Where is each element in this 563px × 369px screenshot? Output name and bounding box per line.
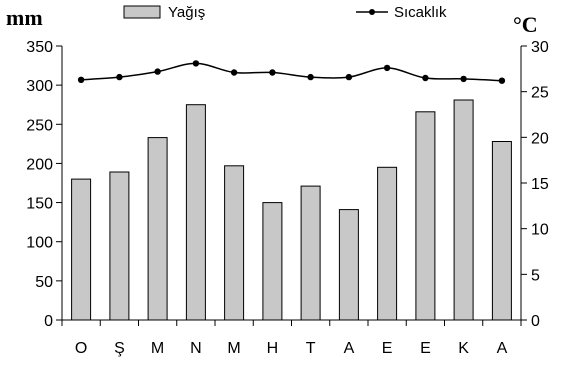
- left-axis-tick-label: 0: [44, 313, 53, 330]
- right-axis-tick-label: 30: [531, 39, 549, 56]
- right-axis-tick-label: 5: [531, 267, 540, 284]
- x-axis-tick-label: M: [227, 340, 240, 357]
- temperature-point: [383, 64, 391, 72]
- x-axis-tick-label: E: [382, 340, 393, 357]
- temperature-point: [154, 68, 161, 75]
- temperature-point: [192, 60, 200, 67]
- left-axis-tick-label: 150: [26, 196, 53, 213]
- precipitation-bar: [262, 202, 283, 321]
- precipitation-bar: [300, 185, 321, 321]
- temperature-point: [77, 76, 85, 84]
- temperature-point: [422, 74, 429, 82]
- x-axis-tick-label: O: [75, 340, 87, 357]
- left-axis-tick-label: 50: [35, 274, 53, 291]
- precipitation-bar: [71, 178, 92, 321]
- right-axis-tick-label: 10: [531, 222, 549, 239]
- temperature-point: [460, 75, 467, 83]
- left-axis-tick-label: 300: [26, 78, 53, 95]
- precipitation-bar: [109, 171, 130, 321]
- legend-swatch-precipitation: [123, 5, 161, 19]
- precipitation-bar: [338, 209, 359, 321]
- legend-label-temperature: Sıcaklık: [394, 4, 447, 21]
- legend: Yağış Sıcaklık: [123, 4, 447, 21]
- x-axis-tick-label: M: [151, 340, 164, 357]
- precipitation-bar: [147, 137, 168, 321]
- axes: [56, 45, 527, 326]
- temperature-point: [345, 73, 353, 81]
- left-axis-tick-label: 100: [26, 235, 53, 252]
- temperature-point: [498, 77, 506, 84]
- x-axis-tick-label: A: [497, 340, 508, 357]
- temperature-point: [230, 69, 238, 76]
- precipitation-bar: [491, 141, 512, 321]
- temperature-point: [116, 73, 123, 81]
- right-axis-tick-label: 15: [531, 176, 549, 193]
- left-axis-tick-label: 350: [26, 39, 53, 56]
- right-axis-unit: °C: [513, 12, 538, 37]
- x-axis-tick-label: A: [344, 340, 355, 357]
- temperature-series: [77, 60, 506, 84]
- precipitation-bars: [71, 99, 512, 321]
- temperature-point: [307, 73, 314, 81]
- x-axis-tick-label: N: [190, 340, 202, 357]
- tick-labels: 0 50 100 150 200 250 300 350 0 5 10 15 20 25 30 O Ş M N M H T…: [26, 39, 549, 357]
- precipitation-bar: [185, 104, 206, 321]
- legend-label-precipitation: Yağış: [168, 4, 205, 21]
- precipitation-bar: [415, 111, 436, 321]
- left-axis-tick-label: 200: [26, 156, 53, 173]
- precipitation-bar: [377, 166, 398, 321]
- right-axis-tick-label: 0: [531, 313, 540, 330]
- x-axis-tick-label: Ş: [114, 340, 125, 357]
- x-axis-tick-label: T: [306, 340, 316, 357]
- precipitation-bar: [453, 99, 474, 321]
- left-axis-unit: mm: [6, 5, 43, 30]
- right-axis-tick-label: 25: [531, 85, 549, 102]
- left-axis-tick-label: 250: [26, 117, 53, 134]
- legend-marker-temperature: [369, 9, 375, 15]
- precipitation-bar: [224, 165, 245, 321]
- x-axis-tick-label: H: [267, 340, 279, 357]
- right-axis-tick-label: 20: [531, 130, 549, 147]
- x-axis-tick-label: K: [458, 340, 469, 357]
- temperature-line: [81, 62, 502, 82]
- x-axis-tick-label: E: [420, 340, 431, 357]
- temperature-point: [269, 69, 276, 76]
